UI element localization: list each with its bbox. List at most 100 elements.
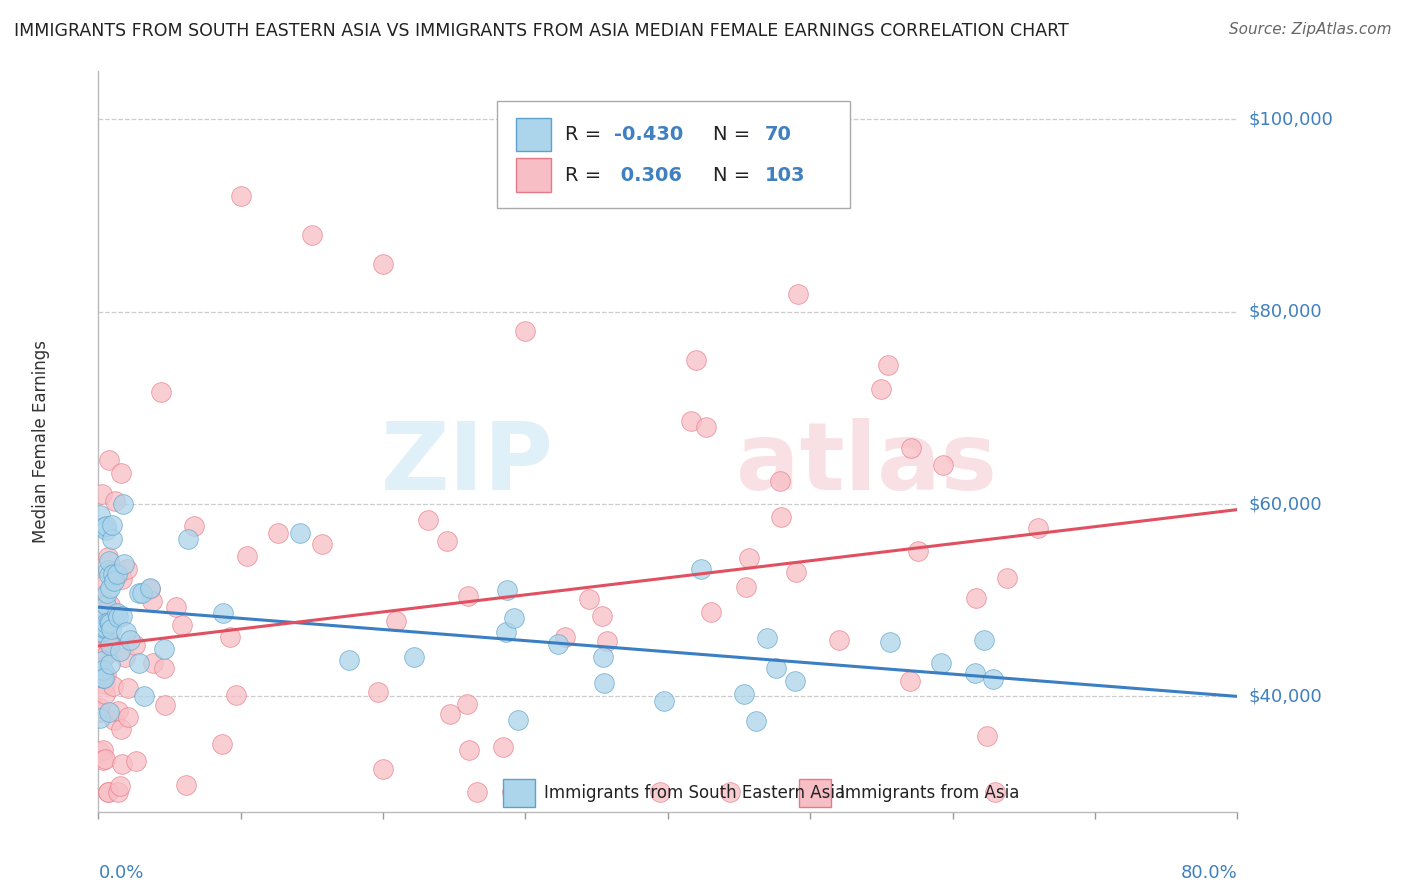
Point xyxy=(735,580,758,594)
Point xyxy=(94,687,117,701)
Point xyxy=(501,785,523,799)
Point xyxy=(101,567,124,582)
Text: Immigrants from South Eastern Asia: Immigrants from South Eastern Asia xyxy=(544,784,845,802)
Point xyxy=(402,649,425,664)
Point xyxy=(465,785,488,799)
Point xyxy=(90,603,112,617)
Point xyxy=(114,649,136,664)
Point xyxy=(89,508,111,522)
Point xyxy=(177,532,200,546)
Point xyxy=(373,257,395,271)
Point xyxy=(111,757,134,772)
Point xyxy=(503,611,526,625)
Point xyxy=(650,785,672,799)
Point xyxy=(93,671,115,685)
Point xyxy=(117,681,139,695)
Point xyxy=(108,779,131,793)
Point xyxy=(91,743,114,757)
Point xyxy=(183,518,205,533)
Point xyxy=(91,671,114,685)
Point xyxy=(141,593,163,607)
Text: $80,000: $80,000 xyxy=(1249,302,1322,321)
Text: Median Female Earnings: Median Female Earnings xyxy=(32,340,51,543)
Text: 103: 103 xyxy=(765,166,806,185)
Point xyxy=(128,586,150,600)
Point xyxy=(98,599,121,613)
Point xyxy=(103,679,125,693)
Point xyxy=(718,785,741,799)
Point xyxy=(112,557,135,571)
Point xyxy=(89,701,111,715)
Point xyxy=(785,673,807,688)
Point xyxy=(142,656,165,670)
Point xyxy=(89,609,111,624)
Point xyxy=(591,608,613,623)
Point xyxy=(225,688,247,702)
Point xyxy=(290,525,312,540)
Bar xyxy=(503,779,534,807)
Point xyxy=(311,537,333,551)
Point xyxy=(91,753,114,767)
Point xyxy=(690,562,713,576)
Point xyxy=(91,487,114,501)
Point xyxy=(301,227,323,242)
Point xyxy=(98,657,121,671)
Point xyxy=(457,742,479,756)
Point xyxy=(111,608,134,623)
Point xyxy=(94,752,117,766)
Point xyxy=(115,561,138,575)
Point xyxy=(879,634,901,648)
Point xyxy=(139,582,162,596)
Point xyxy=(592,650,614,665)
Point xyxy=(94,620,117,634)
Point xyxy=(219,630,242,644)
Text: $60,000: $60,000 xyxy=(1249,495,1322,513)
Point xyxy=(765,660,787,674)
Point xyxy=(97,785,120,799)
Text: 80.0%: 80.0% xyxy=(1181,863,1237,881)
Point xyxy=(93,643,115,657)
Point xyxy=(93,621,115,635)
Point xyxy=(699,605,721,619)
Point xyxy=(1026,521,1049,535)
Point xyxy=(384,614,406,628)
Point xyxy=(898,674,921,689)
Text: R =: R = xyxy=(565,166,607,185)
Point xyxy=(695,420,717,434)
Point xyxy=(105,567,128,582)
Point xyxy=(371,762,394,776)
Point xyxy=(149,384,172,399)
Point xyxy=(652,694,675,708)
Point xyxy=(93,639,115,653)
Point xyxy=(138,581,160,595)
Point xyxy=(907,544,929,558)
Text: 0.306: 0.306 xyxy=(614,166,682,185)
Point xyxy=(870,382,893,396)
Point xyxy=(211,737,233,751)
Point xyxy=(785,565,807,579)
Point xyxy=(995,570,1018,584)
Point xyxy=(100,532,122,546)
Point xyxy=(578,591,600,606)
Point xyxy=(134,690,156,704)
Text: N =: N = xyxy=(713,166,756,185)
Point xyxy=(97,563,120,577)
Point xyxy=(877,358,900,372)
Point xyxy=(97,705,120,719)
Point xyxy=(110,643,132,657)
Point xyxy=(737,550,759,565)
Point xyxy=(91,654,114,668)
Point xyxy=(96,523,118,537)
Point xyxy=(506,713,529,727)
Point xyxy=(90,641,112,656)
Point xyxy=(103,574,125,588)
Point xyxy=(554,630,576,644)
Point xyxy=(367,685,389,699)
Point xyxy=(96,616,118,631)
Point xyxy=(98,554,121,568)
Point xyxy=(91,663,114,677)
Point xyxy=(439,706,461,721)
Point xyxy=(89,596,111,610)
Point xyxy=(100,566,122,580)
Point xyxy=(112,497,135,511)
